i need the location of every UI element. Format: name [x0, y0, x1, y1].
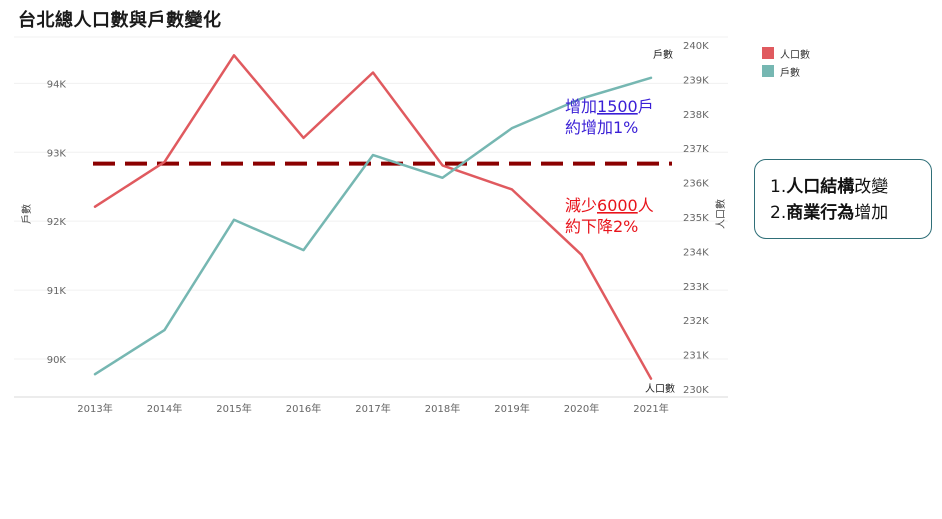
x-tick-label: 2021年: [633, 402, 668, 415]
left-axis-title: 戶數: [20, 204, 33, 224]
left-tick-label: 90K: [47, 355, 67, 366]
population-change-line2: 約下降2%: [565, 217, 638, 236]
page-title: 台北總人口數與戶數變化: [18, 10, 222, 31]
end-label-population: 人口數: [645, 382, 675, 395]
x-tick-label: 2017年: [355, 402, 390, 415]
households-change-line1: 增加1500戶: [565, 97, 654, 116]
left-axis-ticks: 90K 91K 92K 93K 94K: [47, 79, 67, 366]
gridlines: [14, 36, 728, 360]
note-line-2-prefix: 2.: [770, 203, 787, 223]
left-tick-label: 92K: [47, 217, 67, 228]
households-change-number: 1500: [597, 97, 638, 116]
note-line-1-bold: 人口結構: [786, 177, 855, 197]
right-tick-label: 236K: [683, 179, 709, 190]
x-tick-label: 2015年: [216, 402, 251, 415]
households-change-suffix: 戶: [638, 97, 654, 116]
households-change-prefix: 增加: [565, 97, 597, 116]
note-line-1-prefix: 1.: [770, 177, 787, 197]
right-tick-label: 238K: [683, 110, 709, 121]
population-change-number: 6000: [597, 196, 638, 215]
x-tick-label: 2016年: [286, 402, 321, 415]
note-line-1-rest: 改變: [854, 177, 889, 197]
right-tick-label: 234K: [683, 247, 709, 258]
legend-item-households[interactable]: 戶數: [762, 62, 810, 80]
right-tick-label: 232K: [683, 316, 709, 327]
series-lines: [93, 54, 653, 380]
population-change-prefix: 減少: [565, 196, 597, 215]
legend-swatch-population: [762, 47, 774, 59]
right-axis-title: 人口數: [714, 199, 727, 229]
right-tick-label: 235K: [683, 213, 709, 224]
x-tick-label: 2019年: [494, 402, 529, 415]
right-tick-label: 237K: [683, 144, 709, 155]
note-line-1: 1.人口結構改變: [770, 174, 931, 200]
x-tick-label: 2020年: [564, 402, 599, 415]
left-tick-label: 93K: [47, 148, 67, 159]
x-tick-label: 2018年: [425, 402, 460, 415]
x-tick-label: 2013年: [77, 402, 112, 415]
right-tick-label: 240K: [683, 41, 709, 52]
left-tick-label: 91K: [47, 286, 67, 297]
population-change-line1: 減少6000人: [565, 196, 654, 215]
population-change-suffix: 人: [638, 196, 654, 215]
legend-item-population[interactable]: 人口數: [762, 44, 810, 62]
right-tick-label: 231K: [683, 351, 709, 362]
x-axis-ticks: 2013年 2014年 2015年 2016年 2017年 2018年 2019年 2020年…: [77, 402, 668, 415]
right-tick-label: 230K: [683, 385, 709, 396]
note-line-2-rest: 增加: [854, 203, 889, 223]
households-change-line2: 約增加1%: [565, 118, 638, 137]
note-line-2-bold: 商業行為: [786, 203, 855, 223]
right-tick-label: 233K: [683, 282, 709, 293]
legend-label-households: 戶數: [780, 67, 800, 79]
left-tick-label: 94K: [47, 79, 67, 90]
x-tick-label: 2014年: [147, 402, 182, 415]
end-label-households: 戶數: [653, 48, 673, 61]
legend-label-population: 人口數: [780, 49, 810, 61]
right-tick-label: 239K: [683, 75, 709, 86]
note-line-2: 2.商業行為增加: [770, 200, 931, 226]
note-box: 1.人口結構改變 2.商業行為增加: [754, 159, 932, 239]
legend: 人口數 戶數: [762, 44, 810, 80]
legend-swatch-households: [762, 65, 774, 77]
right-axis-ticks: 230K 231K 232K 233K 234K 235K 236K 237K 238K 239K…: [683, 41, 709, 396]
